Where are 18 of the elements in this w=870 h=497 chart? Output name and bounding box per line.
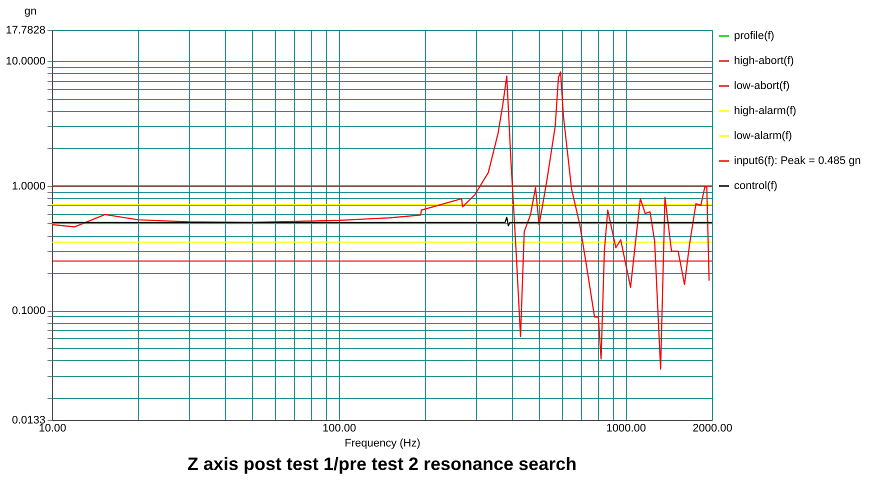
legend-label: high-abort(f) xyxy=(734,55,794,67)
x-tick-label: 1000.00 xyxy=(606,422,646,434)
x-tick-label: 100.00 xyxy=(322,422,356,434)
legend-label: input6(f): Peak = 0.485 gn xyxy=(734,155,861,167)
x-axis-title: Frequency (Hz) xyxy=(344,438,420,450)
y-tick-label: 1.0000 xyxy=(12,180,46,192)
y-axis-title: gn xyxy=(24,6,37,18)
text: Z axis post test 1/pre test 2 resonance search xyxy=(187,454,577,474)
y-tick-label: 10.0000 xyxy=(6,56,46,68)
legend-label: low-alarm(f) xyxy=(734,130,792,142)
x-tick-label: 10.00 xyxy=(38,422,66,434)
legend-label: low-abort(f) xyxy=(734,80,790,92)
x-tick-label: 2000.00 xyxy=(692,422,732,434)
y-tick-label: 17.7828 xyxy=(6,24,46,36)
y-tick-label: 0.1000 xyxy=(12,305,46,318)
legend-label: high-alarm(f) xyxy=(734,105,796,117)
legend-label: profile(f) xyxy=(734,30,774,42)
legend-label: control(f) xyxy=(734,180,778,192)
